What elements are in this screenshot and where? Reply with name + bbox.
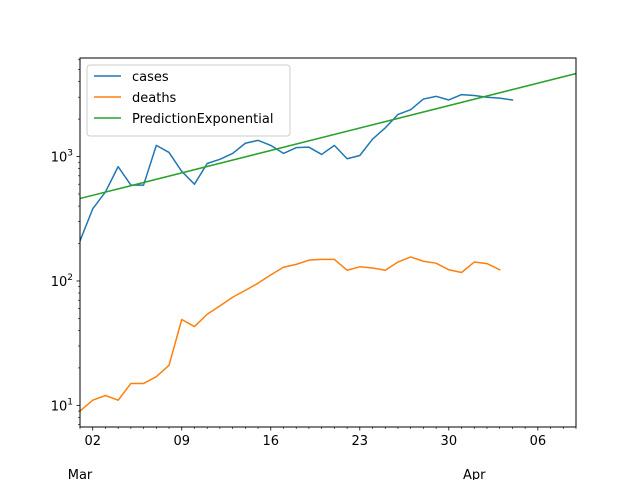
x-month-label: Mar — [68, 468, 93, 480]
y-tick-label-base: 10 — [51, 275, 68, 290]
legend-box — [86, 64, 291, 137]
y-tick-label-exponent: 2 — [67, 273, 73, 283]
y-tick-label-exponent: 1 — [67, 397, 73, 407]
y-tick-label-exponent: 3 — [67, 149, 73, 159]
legend-label-predictionexponential: PredictionExponential — [132, 112, 273, 127]
plot-lines — [80, 72, 576, 413]
legend-label-deaths: deaths — [132, 91, 177, 106]
legend: cases deaths PredictionExponential — [86, 64, 291, 137]
x-tick-label: 02 — [84, 434, 101, 449]
series-line-predictionexponential — [80, 72, 576, 200]
y-tick-label-base: 10 — [51, 399, 68, 414]
series-line-cases — [80, 93, 514, 242]
x-tick-label: 23 — [352, 434, 369, 449]
y-tick-label: 103 — [51, 149, 73, 166]
x-tick-label: 09 — [173, 434, 190, 449]
y-tick-label: 102 — [51, 273, 73, 290]
plot-frame — [79, 57, 577, 428]
x-month-label: Apr — [463, 468, 486, 480]
x-tick-label: 06 — [530, 434, 547, 449]
legend-label-cases: cases — [132, 70, 169, 85]
x-tick-label: 16 — [262, 434, 279, 449]
y-tick-label-base: 10 — [51, 151, 68, 166]
series-line-deaths — [80, 256, 501, 413]
y-tick-label: 101 — [51, 397, 73, 414]
x-tick-label: 30 — [441, 434, 458, 449]
x-axis: 02 09 16 23 30 06 Mar Apr — [68, 427, 577, 480]
